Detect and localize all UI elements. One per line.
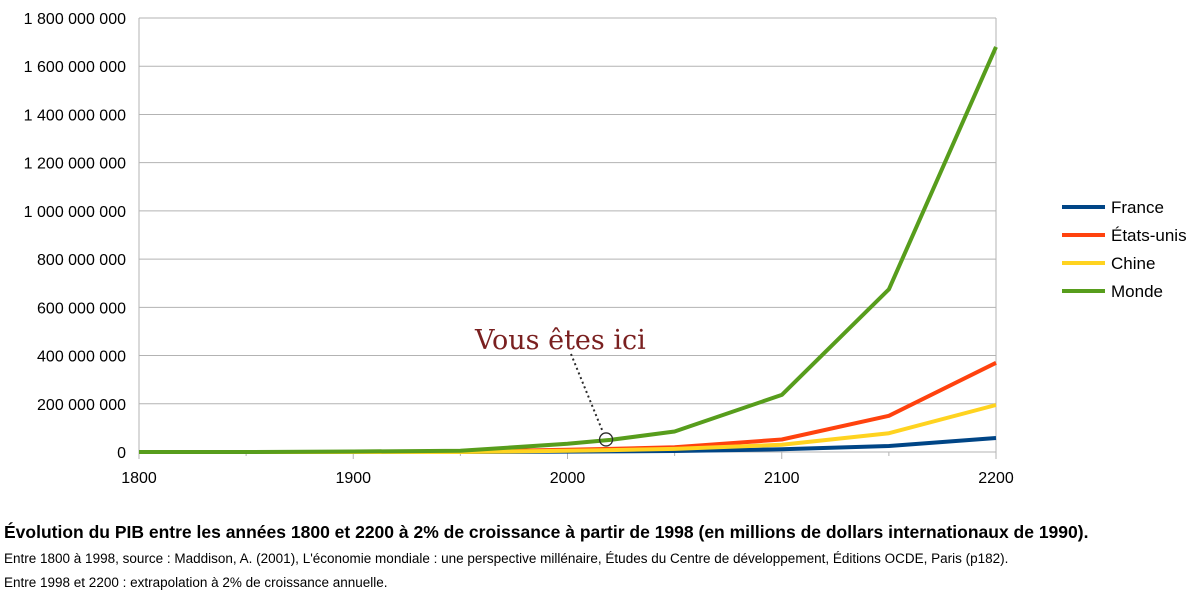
legend-label: France xyxy=(1111,198,1164,217)
annotation-label: Vous êtes ici xyxy=(474,325,646,356)
series-line-monde xyxy=(139,46,998,454)
y-tick-label: 1 200 000 000 xyxy=(24,156,126,173)
y-tick-label: 0 xyxy=(117,445,126,462)
annotation-pointer xyxy=(570,353,604,433)
chart-legend: France États-unis Chine Monde xyxy=(1062,198,1187,301)
x-tick-label: 2200 xyxy=(978,470,1014,487)
figure-caption: Évolution du PIB entre les années 1800 e… xyxy=(4,520,1198,592)
x-tick-label: 1900 xyxy=(335,470,371,487)
x-tick-label: 2100 xyxy=(764,470,800,487)
y-tick-label: 600 000 000 xyxy=(37,300,126,317)
chart: 0 200 000 000 400 000 000 600 000 000 800 00… xyxy=(24,11,1187,487)
legend-label: États-unis xyxy=(1111,226,1187,245)
chart-annotation: Vous êtes ici xyxy=(474,325,646,447)
chart-gridlines xyxy=(139,17,996,453)
chart-axes: 0 200 000 000 400 000 000 600 000 000 800 00… xyxy=(24,11,1014,487)
caption-title: Évolution du PIB entre les années 1800 e… xyxy=(4,522,1089,542)
chart-series xyxy=(139,46,998,454)
y-tick-label: 400 000 000 xyxy=(37,349,126,366)
x-tick-label: 1800 xyxy=(121,470,157,487)
y-tick-label: 1 800 000 000 xyxy=(24,11,126,28)
y-tick-label: 800 000 000 xyxy=(37,252,126,269)
legend-label: Monde xyxy=(1111,282,1163,301)
y-tick-label: 1 600 000 000 xyxy=(24,59,126,76)
y-tick-label: 1 000 000 000 xyxy=(24,204,126,221)
annotation-marker xyxy=(598,432,614,447)
legend-label: Chine xyxy=(1111,254,1155,273)
x-tick-label: 2000 xyxy=(550,470,586,487)
y-tick-label: 200 000 000 xyxy=(37,397,126,414)
caption-extrapolation-line: Entre 1998 et 2200 : extrapolation à 2% … xyxy=(4,575,388,590)
series-line-états-unis xyxy=(139,361,997,454)
caption-source-line: Entre 1800 à 1998, source : Maddison, A.… xyxy=(4,551,1009,566)
y-tick-label: 1 400 000 000 xyxy=(24,107,126,124)
